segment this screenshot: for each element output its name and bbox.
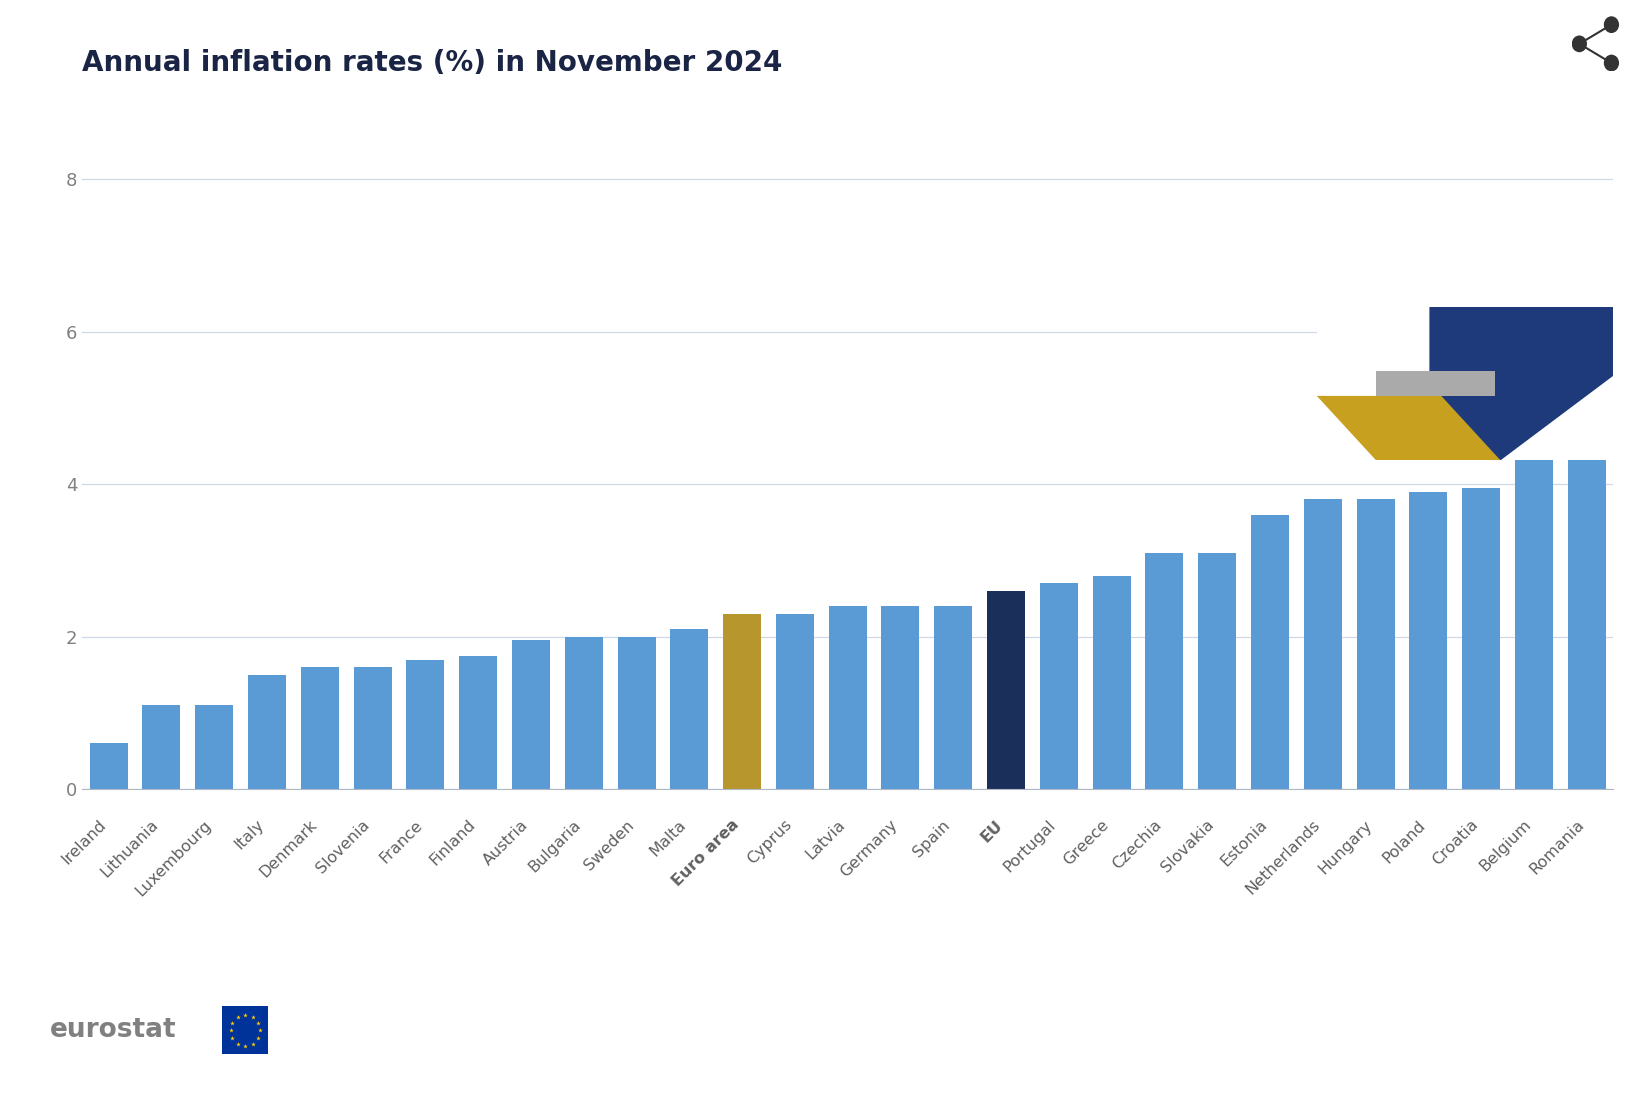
- Polygon shape: [1429, 307, 1613, 460]
- Bar: [143, 705, 181, 789]
- Bar: [249, 675, 286, 789]
- Bar: [354, 667, 392, 789]
- Polygon shape: [1376, 372, 1495, 396]
- Bar: [89, 743, 128, 789]
- Polygon shape: [1317, 396, 1501, 460]
- Text: Slovakia: Slovakia: [1159, 818, 1216, 876]
- Text: Sweden: Sweden: [581, 818, 637, 872]
- Bar: [828, 606, 867, 789]
- Bar: [775, 614, 813, 789]
- Bar: [407, 660, 444, 789]
- Bar: [301, 667, 339, 789]
- Text: Lithuania: Lithuania: [99, 818, 161, 880]
- Text: Croatia: Croatia: [1430, 818, 1481, 869]
- Text: Ireland: Ireland: [59, 818, 109, 867]
- Bar: [1567, 377, 1606, 789]
- Text: Romania: Romania: [1526, 818, 1587, 878]
- Bar: [1514, 423, 1552, 789]
- Text: Czechia: Czechia: [1109, 818, 1164, 872]
- Text: Malta: Malta: [647, 818, 690, 859]
- Bar: [512, 640, 550, 789]
- Text: Bulgaria: Bulgaria: [525, 818, 584, 876]
- Text: Greece: Greece: [1060, 818, 1111, 868]
- Bar: [1409, 492, 1447, 789]
- Bar: [1304, 500, 1341, 789]
- Text: Germany: Germany: [838, 818, 900, 880]
- Bar: [1198, 552, 1236, 789]
- Bar: [988, 591, 1025, 789]
- Bar: [1462, 488, 1500, 789]
- Text: Latvia: Latvia: [803, 818, 848, 863]
- Bar: [670, 629, 708, 789]
- Text: Cyprus: Cyprus: [744, 818, 795, 867]
- Circle shape: [1572, 36, 1587, 52]
- Text: Luxembourg: Luxembourg: [133, 818, 214, 899]
- Text: Austria: Austria: [481, 818, 532, 868]
- Text: Hungary: Hungary: [1317, 818, 1376, 877]
- Circle shape: [1605, 16, 1618, 32]
- Bar: [882, 606, 920, 789]
- Text: Slovenia: Slovenia: [314, 818, 372, 876]
- Text: Belgium: Belgium: [1476, 818, 1534, 875]
- Bar: [617, 637, 655, 789]
- Bar: [565, 637, 602, 789]
- Circle shape: [1605, 55, 1618, 70]
- Text: EU: EU: [978, 818, 1006, 845]
- Text: Portugal: Portugal: [1001, 818, 1058, 875]
- Text: Finland: Finland: [426, 818, 479, 869]
- Text: Euro area: Euro area: [670, 818, 742, 890]
- Bar: [935, 606, 973, 789]
- Text: Denmark: Denmark: [257, 818, 319, 880]
- Text: Italy: Italy: [232, 818, 267, 853]
- Bar: [1251, 515, 1289, 789]
- Text: Poland: Poland: [1379, 818, 1429, 866]
- Text: Estonia: Estonia: [1218, 818, 1271, 869]
- Bar: [196, 705, 234, 789]
- Text: Netherlands: Netherlands: [1243, 818, 1323, 898]
- Bar: [1093, 575, 1131, 789]
- Text: France: France: [377, 818, 425, 866]
- Bar: [1356, 500, 1394, 789]
- Text: Annual inflation rates (%) in November 2024: Annual inflation rates (%) in November 2…: [82, 49, 783, 78]
- Bar: [459, 655, 497, 789]
- Bar: [723, 614, 760, 789]
- Bar: [1040, 583, 1078, 789]
- Text: eurostat: eurostat: [49, 1017, 176, 1043]
- Text: Spain: Spain: [910, 818, 953, 859]
- Bar: [1146, 552, 1183, 789]
